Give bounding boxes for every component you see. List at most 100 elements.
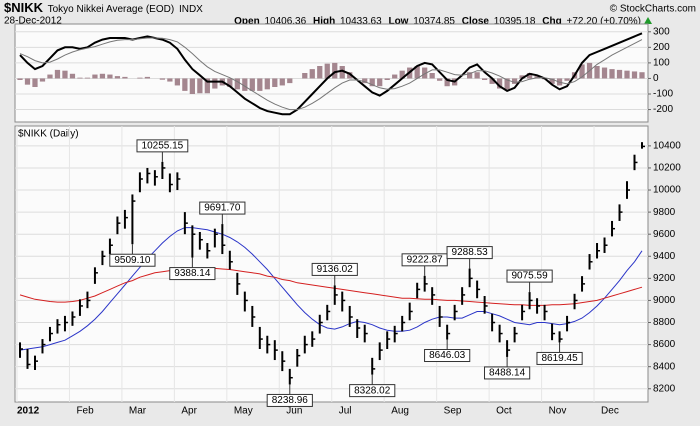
histogram-bar (227, 78, 233, 87)
histogram-bar (144, 76, 151, 79)
y-tick-label: 9800 (653, 207, 676, 218)
histogram-bar (287, 78, 293, 84)
histogram-bar (504, 78, 510, 90)
histogram-bar (392, 74, 398, 79)
annotation-label: 9075.59 (512, 271, 549, 282)
name: Tokyo Nikkei Average (EOD) (48, 4, 175, 15)
x-tick-label: Oct (496, 406, 512, 417)
y-tick-label: 0 (653, 73, 659, 84)
open: 10406.36 (264, 16, 306, 27)
histogram-bar (54, 69, 61, 79)
histogram-bar (377, 78, 383, 87)
x-tick-label: Feb (76, 406, 94, 417)
histogram-bar (32, 78, 38, 87)
histogram-bar (601, 67, 608, 79)
histogram-bar (92, 74, 98, 79)
line (19, 227, 643, 351)
annotation-label: 9388.14 (174, 268, 211, 279)
y-tick-label: 10000 (653, 185, 681, 196)
histogram-bar (639, 72, 645, 79)
histogram-bar (137, 77, 143, 79)
x-tick-label: Apr (181, 406, 197, 417)
histogram-bar (159, 78, 166, 80)
x-tick-label: Mar (129, 406, 147, 417)
y-tick-label: 9400 (653, 251, 676, 262)
histogram-bar (496, 78, 503, 89)
y-tick-label: 10200 (653, 163, 681, 174)
x-tick-label: Aug (391, 406, 409, 417)
low: 10374.85 (413, 16, 455, 27)
y-tick-label: 8800 (653, 317, 676, 328)
x-tick-label: Dec (601, 406, 619, 417)
histogram-bar (362, 78, 368, 84)
panel-title: $NIKK (Daily) (18, 129, 79, 140)
histogram-bar (24, 78, 31, 85)
histogram-bar (107, 74, 113, 79)
histogram-bar (369, 78, 375, 87)
histogram-bar (182, 78, 188, 91)
annotation-box (506, 269, 553, 283)
histogram-bar (114, 76, 121, 79)
y-tick-label: 9200 (653, 273, 676, 284)
histogram-bar (332, 62, 338, 79)
histogram-bar (204, 78, 210, 94)
histogram-bar (167, 78, 173, 82)
close: 10395.18 (494, 16, 536, 27)
header-title: $NIKK Tokyo Nikkei Average (EOD) INDX (4, 0, 203, 15)
histogram-bar (444, 78, 450, 87)
y-tick-label: 100 (653, 58, 670, 69)
histogram-bar (519, 75, 525, 79)
histogram-bar (317, 66, 323, 79)
histogram-bar (594, 66, 600, 79)
annotation-box (266, 393, 313, 407)
high: 10433.63 (340, 16, 382, 27)
histogram-bar (631, 71, 638, 79)
y-tick-label: 8400 (653, 361, 676, 372)
histogram-bar (339, 66, 345, 79)
y-tick-label: 9000 (653, 295, 676, 306)
histogram-bar (279, 78, 285, 86)
histogram-bar (17, 78, 23, 80)
histogram-bar (189, 78, 195, 94)
histogram-bar (429, 73, 435, 79)
annotation-box (169, 267, 216, 281)
histogram-bar (564, 78, 570, 81)
annotation-box (536, 351, 583, 365)
histogram-bar (272, 78, 278, 87)
histogram-bar (302, 73, 308, 79)
histogram-bar (324, 63, 330, 79)
date: 28-Dec-2012 (4, 16, 62, 27)
change: +72.20 (+0.70%) (567, 16, 642, 27)
annotation-box (136, 139, 189, 153)
annotation-label: 8646.03 (429, 350, 466, 361)
histogram-bar (384, 78, 390, 80)
annotation-label: 9136.02 (317, 264, 354, 275)
y-tick-label: 200 (653, 42, 670, 53)
y-tick-label: -200 (653, 104, 673, 115)
histogram-bar (474, 72, 480, 79)
histogram-bar (399, 70, 405, 79)
annotation-box (109, 253, 156, 267)
annotation-box (424, 349, 471, 363)
histogram-bar (47, 74, 53, 79)
x-tick-label: Jul (339, 406, 352, 417)
exchange: INDX (179, 4, 203, 15)
x-tick-label: 2012 (17, 406, 40, 417)
up-arrow (644, 17, 652, 24)
annotation-label: 8328.02 (354, 385, 391, 396)
x-tick-label: Jun (286, 406, 302, 417)
x-tick-label: Sep (444, 406, 462, 417)
annotation-box (199, 201, 246, 215)
histogram-bar (197, 78, 203, 94)
y-tick-label: 8200 (653, 383, 676, 394)
histogram-bar (624, 70, 630, 79)
y-tick-label: 9600 (653, 229, 676, 240)
histogram-bar (549, 78, 555, 84)
annotation-box (311, 262, 358, 276)
annotation-box (484, 366, 531, 380)
change-label: Chg (542, 16, 561, 27)
histogram-bar (526, 73, 533, 79)
credit: © StockCharts.com (610, 4, 696, 15)
annotation-label: 10255.15 (142, 141, 184, 152)
quote: Open 10406.36 High 10433.63 Low 10374.85… (234, 16, 641, 27)
